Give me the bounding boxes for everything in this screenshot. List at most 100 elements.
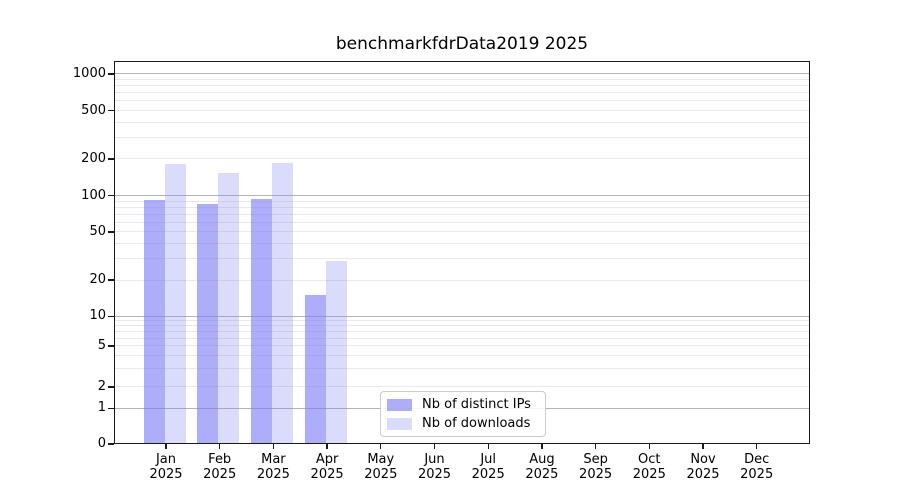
x-tick-label: Apr 2025: [295, 452, 359, 483]
bar-distinct-ips-feb: [197, 204, 219, 444]
x-tick-year: 2025: [256, 467, 290, 483]
bar-distinct-ips-jan: [143, 199, 165, 444]
y-gridline-minor: [114, 368, 810, 370]
x-tick-year: 2025: [525, 467, 559, 483]
y-gridline-minor: [114, 221, 810, 223]
y-tick-mark: [108, 407, 114, 410]
x-tick-month: Nov: [690, 452, 716, 467]
x-tick-label: May 2025: [349, 452, 413, 483]
x-tick-label: Jul 2025: [456, 452, 520, 483]
x-tick-month: Feb: [208, 452, 232, 467]
x-tick-mark: [433, 444, 436, 449]
y-tick-label: 100: [81, 187, 106, 203]
y-tick-label: 2: [97, 378, 106, 394]
y-gridline-minor: [114, 110, 810, 112]
bar-downloads-feb: [218, 173, 240, 444]
y-tick-label: 0: [97, 436, 106, 451]
x-tick-month: Sep: [583, 452, 608, 467]
legend-swatch-distinct-ips: [387, 398, 412, 411]
bar-downloads-jan: [164, 164, 186, 444]
y-tick-label: 5: [97, 337, 106, 353]
bar-downloads-apr: [325, 260, 347, 444]
y-tick-mark: [108, 109, 114, 112]
y-gridline-minor: [114, 325, 810, 327]
x-tick-label: Jan 2025: [134, 452, 198, 483]
plot-area: 0 1 2 5 10 20 50 100 200 500 1000 Jan 2025 Feb 2025 Mar…: [73, 61, 810, 482]
y-tick-label: 10: [89, 308, 106, 324]
x-tick-mark: [272, 444, 275, 449]
y-tick-mark: [108, 231, 114, 233]
x-tick-year: 2025: [632, 467, 666, 483]
x-tick-mark: [541, 444, 543, 449]
y-tick-mark: [108, 315, 114, 318]
x-tick-month: Oct: [638, 452, 661, 467]
x-tick-label: Nov 2025: [671, 452, 735, 483]
x-tick-mark: [702, 444, 704, 449]
y-tick-mark: [108, 194, 114, 197]
x-tick-month: Jan: [155, 452, 177, 467]
x-tick-month: Apr: [315, 452, 339, 467]
legend-item-downloads: Nb of downloads: [387, 416, 537, 431]
y-gridline-minor: [114, 258, 810, 260]
x-tick-month: Dec: [744, 452, 770, 467]
y-gridline-minor: [114, 85, 810, 87]
x-tick-mark: [487, 444, 489, 449]
chart-title: benchmarkfdrData2019 2025: [335, 34, 589, 54]
x-tick-label: Sep 2025: [564, 452, 628, 483]
y-gridline-major: [114, 315, 810, 317]
y-tick-mark: [108, 158, 114, 160]
y-tick-label: 500: [81, 102, 106, 118]
y-tick-mark: [108, 345, 114, 347]
x-tick-label: Oct 2025: [617, 452, 681, 483]
x-tick-year: 2025: [310, 467, 344, 483]
y-gridline-minor: [114, 231, 810, 233]
y-gridline-minor: [114, 320, 810, 322]
y-tick-label: 200: [81, 150, 106, 166]
legend-item-distinct-ips: Nb of distinct IPs: [387, 397, 537, 412]
x-tick-year: 2025: [203, 467, 237, 483]
y-gridline-minor: [114, 200, 810, 202]
x-tick-month: May: [367, 452, 395, 467]
y-tick-label: 20: [89, 272, 106, 288]
legend-label-downloads: Nb of downloads: [422, 416, 531, 431]
x-tick-label: Jun 2025: [403, 452, 467, 483]
y-gridline-major: [114, 73, 810, 75]
y-gridline-minor: [114, 386, 810, 388]
y-tick-mark: [108, 279, 114, 281]
y-gridline-minor: [114, 92, 810, 94]
y-gridline-minor: [114, 337, 810, 339]
y-gridline-minor: [114, 243, 810, 245]
x-tick-label: Mar 2025: [241, 452, 305, 483]
x-tick-month: Mar: [261, 452, 286, 467]
x-tick-year: 2025: [471, 467, 505, 483]
bar-distinct-ips-apr: [304, 295, 326, 444]
x-tick-label: Dec 2025: [725, 452, 789, 483]
x-tick-year: 2025: [740, 467, 774, 483]
y-tick-label: 50: [89, 223, 106, 239]
y-gridline-minor: [114, 100, 810, 102]
y-gridline-minor: [114, 158, 810, 160]
x-tick-label: Feb 2025: [188, 452, 252, 483]
y-gridline-minor: [114, 331, 810, 333]
y-gridline-major: [114, 195, 810, 196]
x-tick-month: Jun: [424, 452, 445, 467]
x-tick-mark: [165, 444, 167, 449]
x-tick-mark: [756, 444, 758, 449]
x-tick-year: 2025: [686, 467, 720, 483]
legend: Nb of distinct IPs Nb of downloads: [380, 391, 546, 437]
y-gridline-minor: [114, 279, 810, 281]
y-gridline-minor: [114, 137, 810, 139]
legend-label-distinct-ips: Nb of distinct IPs: [422, 397, 531, 412]
bar-downloads-mar: [271, 162, 293, 444]
y-tick-mark: [108, 386, 114, 388]
x-tick-mark: [594, 444, 597, 449]
x-tick-mark: [380, 444, 382, 449]
bar-distinct-ips-mar: [250, 199, 272, 444]
x-tick-year: 2025: [149, 467, 183, 483]
legend-swatch-downloads: [387, 417, 412, 430]
y-tick-label: 1000: [72, 65, 106, 81]
x-tick-year: 2025: [579, 467, 613, 483]
y-gridline-minor: [114, 206, 810, 208]
y-gridline-minor: [114, 121, 810, 123]
